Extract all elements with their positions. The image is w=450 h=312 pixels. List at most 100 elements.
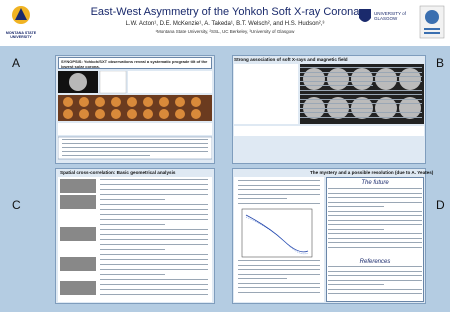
section-heading: The mystery and a possible resolution (d… [310, 170, 434, 175]
panel-letter: B [436, 56, 445, 70]
text-line [328, 192, 422, 194]
text-line [100, 254, 208, 255]
text-line [100, 249, 165, 250]
text-line [300, 112, 422, 113]
text-line [100, 179, 208, 180]
text-line [328, 237, 422, 239]
text-line [238, 282, 320, 284]
text-line [328, 270, 422, 272]
text-line [100, 194, 208, 195]
text-line [62, 155, 150, 156]
text-line [328, 228, 385, 230]
logo-right: UNIVERSITY of GLASGOW [358, 8, 410, 38]
text-line [328, 233, 422, 234]
ssl-logo [419, 5, 445, 39]
section-heading: Strong association of soft X-rays and ma… [234, 57, 348, 62]
panel-letter: C [12, 198, 21, 212]
text-line [100, 244, 208, 245]
text-line [238, 260, 320, 261]
text-line [62, 139, 208, 140]
text-line [300, 85, 374, 86]
text-line [300, 71, 422, 73]
text-line [238, 202, 320, 204]
logo-left: MONTANA STATE UNIVERSITY [4, 4, 38, 42]
text-line [100, 234, 208, 235]
text-line [100, 199, 165, 200]
text-line [328, 206, 385, 207]
panel-b-figures [234, 64, 424, 136]
text-line [300, 67, 422, 68]
text-line [100, 184, 208, 185]
text-line [238, 291, 320, 293]
poster-title: East-West Asymmetry of the Yohkoh Soft X… [90, 6, 360, 18]
future-heading: The future [361, 180, 389, 186]
text-line [62, 147, 208, 148]
affiliations: ¹Montana State University, ²SSL, UC Berk… [155, 29, 295, 34]
text-line [300, 116, 422, 118]
text-line [238, 184, 320, 186]
text-line [100, 224, 165, 225]
text-line [100, 279, 208, 280]
text-line [238, 264, 320, 266]
text-line [328, 210, 422, 212]
text-line [100, 219, 208, 220]
text-line [328, 188, 422, 189]
text-line [300, 107, 374, 109]
text-line [328, 266, 422, 267]
text-line [100, 294, 208, 295]
panel-a-figures [58, 71, 212, 160]
text-line [238, 189, 320, 190]
text-line [300, 89, 422, 91]
text-line [328, 284, 385, 285]
text-line [238, 180, 320, 181]
text-line [300, 103, 422, 104]
text-line [328, 215, 422, 216]
text-line [328, 242, 422, 243]
text-line [328, 201, 422, 203]
text-line [100, 289, 208, 290]
panel-letter: D [436, 198, 445, 212]
text-line [100, 214, 208, 215]
text-line [100, 189, 208, 190]
text-line [300, 80, 422, 82]
text-line [238, 198, 288, 199]
text-line [328, 288, 422, 290]
text-line [300, 76, 422, 77]
text-line [300, 98, 422, 100]
text-line [328, 224, 422, 225]
text-line [100, 274, 165, 275]
text-line [328, 219, 422, 221]
logo-icon [12, 6, 30, 24]
text-line [100, 269, 208, 270]
logo-crest [359, 9, 371, 22]
text-line [100, 209, 208, 210]
logo-text: UNIVERSITY of GLASGOW [374, 11, 406, 21]
text-line [62, 143, 208, 144]
logo-text: MONTANA STATE UNIVERSITY [5, 31, 37, 39]
section-heading: Spatial cross-correlation: Basic geometr… [60, 170, 176, 175]
text-line [100, 229, 208, 230]
text-line [300, 94, 422, 95]
text-line [100, 264, 208, 265]
text-line [328, 275, 422, 276]
panel-letter: A [12, 56, 21, 70]
text-line [328, 293, 422, 294]
authors: L.W. Acton¹, D.E. McKenzie¹, A. Takeda¹,… [125, 21, 325, 27]
synopsis: SYNOPSIS: Yohkoh/SXT observations reveal… [58, 57, 212, 69]
text-line [100, 239, 208, 240]
text-line [238, 278, 288, 279]
references-heading: References [359, 259, 391, 265]
text-line [328, 279, 422, 281]
text-line [238, 273, 320, 275]
text-line [100, 204, 208, 205]
text-line [62, 151, 208, 152]
text-line [238, 287, 320, 288]
text-line [100, 284, 208, 285]
text-line [238, 269, 320, 270]
text-line [328, 197, 422, 198]
panel-d-figures [234, 177, 324, 302]
text-line [100, 259, 208, 260]
text-line [328, 246, 422, 248]
text-line [238, 193, 320, 195]
